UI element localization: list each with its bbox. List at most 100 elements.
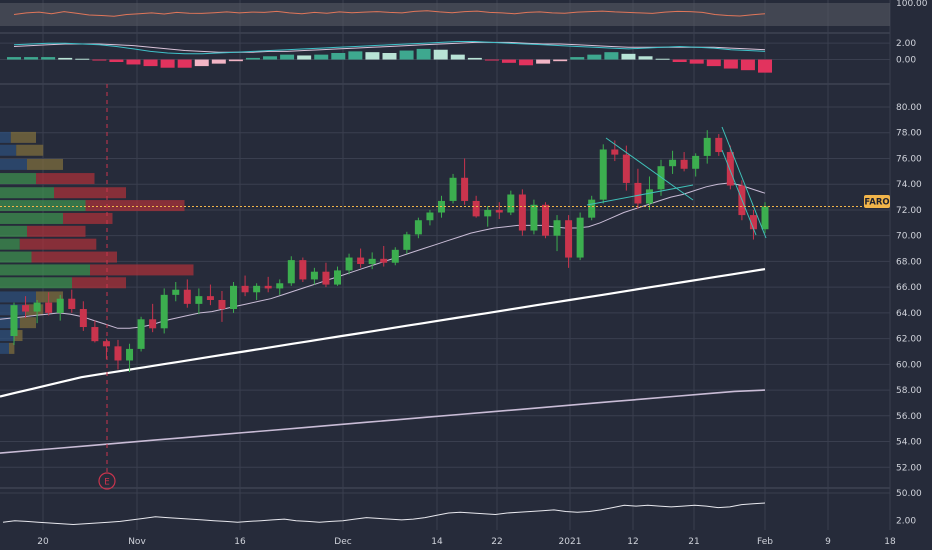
candle-body[interactable] — [530, 204, 538, 231]
candle-body[interactable] — [322, 271, 330, 285]
candle-body[interactable] — [553, 220, 561, 236]
candle-body[interactable] — [102, 341, 110, 347]
candle-body[interactable] — [299, 260, 307, 280]
candle-body[interactable] — [565, 220, 573, 258]
rsi-panel[interactable] — [0, 3, 890, 26]
macd-histogram-bar — [263, 56, 278, 60]
price-tick-label: 54.00 — [896, 438, 922, 448]
candle-body[interactable] — [172, 289, 180, 295]
candle-body[interactable] — [380, 258, 388, 263]
time-axis[interactable]: 20 Nov 16 Dec 14 22 2021 12 21 Feb 9 18 — [37, 537, 896, 547]
candle-body[interactable] — [287, 260, 295, 284]
candle-body[interactable] — [495, 209, 503, 213]
macd-histogram-bar — [467, 57, 482, 60]
macd-panel[interactable] — [7, 41, 772, 73]
candle-body[interactable] — [45, 302, 53, 313]
candle-body[interactable] — [160, 294, 168, 329]
price-tick-label: 64.00 — [896, 309, 922, 319]
candle-body[interactable] — [276, 283, 284, 289]
macd-histogram-bar — [297, 55, 312, 60]
candle-body[interactable] — [749, 215, 757, 230]
candle-body[interactable] — [761, 206, 769, 230]
candle-body[interactable] — [484, 209, 492, 217]
candle-body[interactable] — [10, 305, 18, 337]
candle-body[interactable] — [634, 182, 642, 204]
moving-average-slow — [0, 389, 766, 454]
candle-body[interactable] — [368, 258, 376, 264]
candle-body[interactable] — [576, 217, 584, 258]
volume-profile-up-bar — [0, 238, 20, 250]
candle-body[interactable] — [426, 212, 434, 221]
ticker-symbol: FARO — [864, 198, 889, 208]
trend-line[interactable] — [586, 184, 694, 206]
candle-body[interactable] — [449, 177, 457, 201]
candle-body[interactable] — [241, 285, 249, 293]
candle-body[interactable] — [472, 200, 480, 217]
candle-body[interactable] — [149, 319, 157, 329]
candle-body[interactable] — [91, 327, 99, 342]
volume-profile-down-bar — [31, 251, 117, 263]
candle-body[interactable] — [680, 159, 688, 169]
candle-body[interactable] — [715, 137, 723, 153]
macd-histogram-bar — [314, 54, 329, 60]
earnings-marker[interactable]: E — [98, 472, 116, 490]
atr-panel[interactable] — [2, 502, 766, 526]
candle-body[interactable] — [622, 154, 630, 183]
trend-line[interactable] — [721, 149, 757, 236]
candle-body[interactable] — [206, 296, 214, 301]
candle-body[interactable] — [461, 177, 469, 201]
candle-body[interactable] — [56, 298, 64, 313]
candle-body[interactable] — [588, 199, 596, 218]
candle-body[interactable] — [126, 348, 134, 361]
candle-body[interactable] — [218, 300, 226, 310]
macd-histogram-bar — [382, 53, 397, 60]
candle-body[interactable] — [357, 257, 365, 264]
candle-body[interactable] — [518, 194, 526, 231]
candle-body[interactable] — [703, 137, 711, 156]
price-axis[interactable]: 80.00 78.00 76.00 74.00 72.00 70.00 68.00 66.00… — [896, 0, 928, 527]
candle-body[interactable] — [726, 152, 734, 186]
trend-line[interactable] — [721, 126, 767, 239]
macd-tick-label: 0.00 — [896, 56, 916, 66]
volume-profile-down-bar — [19, 238, 97, 250]
macd-histogram-bar — [24, 57, 39, 60]
volume-profile-down-bar — [27, 158, 63, 170]
candle-body[interactable] — [391, 249, 399, 263]
candle-body[interactable] — [345, 257, 353, 271]
candle-body[interactable] — [79, 309, 87, 328]
candle-body[interactable] — [230, 285, 238, 310]
candle-body[interactable] — [414, 220, 422, 235]
price-panel[interactable] — [0, 84, 862, 472]
candle-body[interactable] — [403, 234, 411, 250]
volume-profile-up-bar — [0, 144, 17, 156]
candle-body[interactable] — [195, 296, 203, 304]
volume-profile-up-bar — [0, 200, 86, 212]
rsi-line — [13, 10, 766, 17]
volume-profile-down-bar — [16, 144, 44, 156]
candle-body[interactable] — [114, 346, 122, 361]
candle-body[interactable] — [541, 204, 549, 236]
volume-profile-down-bar — [90, 264, 194, 276]
trend-line[interactable] — [605, 137, 694, 201]
candle-body[interactable] — [33, 302, 41, 312]
candle-body[interactable] — [137, 319, 145, 349]
candle-body[interactable] — [68, 298, 76, 310]
macd-histogram-bar — [723, 59, 738, 69]
volume-profile-down-bar — [10, 131, 37, 143]
candle-body[interactable] — [183, 289, 191, 304]
candle-body[interactable] — [310, 271, 318, 280]
candle-body[interactable] — [669, 159, 677, 167]
candle-body[interactable] — [599, 149, 607, 200]
candle-body[interactable] — [334, 270, 342, 285]
volume-profile-up-bar — [0, 131, 11, 143]
candle-body[interactable] — [507, 194, 515, 213]
candle-body[interactable] — [22, 305, 30, 312]
candle-body[interactable] — [611, 149, 619, 155]
candle-body[interactable] — [692, 155, 700, 169]
candle-body[interactable] — [264, 285, 272, 289]
candle-body[interactable] — [253, 285, 261, 293]
time-tick-label: Feb — [757, 537, 773, 547]
macd-tick-label: 2.00 — [896, 39, 916, 49]
candle-body[interactable] — [645, 189, 653, 204]
